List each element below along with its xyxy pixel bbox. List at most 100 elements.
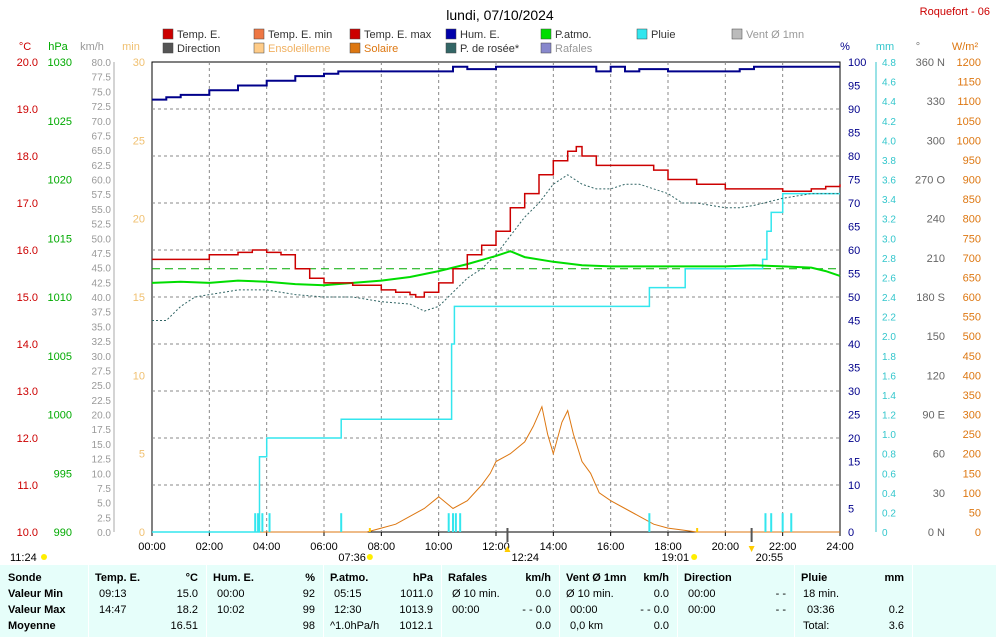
- tick-wind: 77.5: [92, 73, 112, 84]
- tick-solar: 900: [963, 175, 981, 187]
- sunset-time: 19:01: [662, 552, 690, 564]
- legend: Temp. E. Temp. E. min Temp. E. max Hum. E. P…: [162, 28, 804, 55]
- tick-sun-min: 10: [133, 370, 145, 382]
- tick-rain: 3.4: [882, 195, 896, 206]
- press-unit: hPa: [412, 572, 433, 584]
- tick-direction: 210: [927, 253, 945, 265]
- sunrise-time: 07:36: [338, 552, 366, 564]
- tick-pressure: 1030: [48, 57, 72, 69]
- hum-max: 99: [302, 604, 315, 616]
- tick-rain: 1.0: [882, 430, 896, 441]
- wind-max-time: 00:00: [570, 604, 598, 616]
- tick-wind: 30.0: [92, 352, 112, 363]
- hum-min-time: 00:00: [217, 588, 245, 600]
- row-label-max: Valeur Max: [8, 604, 66, 616]
- tick-solar: 650: [963, 272, 981, 284]
- row-label-avg: Moyenne: [8, 620, 56, 632]
- tick-direction: 90 E: [922, 410, 945, 422]
- tick-wind: 10.0: [92, 469, 112, 480]
- tick-humidity: 15: [848, 457, 860, 469]
- plot-area: [151, 65, 841, 533]
- tick-humidity: 10: [848, 480, 860, 492]
- tick-wind: 25.0: [92, 381, 112, 392]
- hum-max-time: 10:02: [217, 604, 245, 616]
- tick-humidity: 60: [848, 245, 860, 257]
- tick-rain: 3.0: [882, 234, 896, 245]
- tick-temp: 17.0: [17, 198, 38, 210]
- dir-max-time: 00:00: [688, 604, 716, 616]
- press-max: 1013.9: [399, 604, 433, 616]
- tick-rain: 0.6: [882, 469, 896, 480]
- solar-noon-time: 12:24: [511, 552, 539, 564]
- tick-pressure: 1000: [48, 410, 72, 422]
- tick-rain: 1.2: [882, 411, 896, 422]
- tick-humidity: 5: [848, 504, 854, 516]
- tick-wind: 0.0: [97, 528, 111, 539]
- wind-min: 0.0: [653, 588, 669, 600]
- legend-swatch: [349, 28, 361, 40]
- rain-max-time: 03:36: [807, 604, 835, 616]
- legend-swatch: [540, 42, 552, 54]
- tick-solar: 100: [963, 488, 981, 500]
- hum-title: Hum. E.: [213, 572, 254, 584]
- tick-solar: 950: [963, 155, 981, 167]
- unit-humidity: %: [840, 41, 850, 53]
- tick-humidity: 40: [848, 339, 860, 351]
- tick-rain: 4.8: [882, 58, 896, 69]
- tick-wind: 45.0: [92, 264, 112, 275]
- tick-time: 08:00: [368, 541, 396, 553]
- legend-swatch: [162, 42, 174, 54]
- sunrise-icon: [366, 554, 373, 560]
- tick-wind: 12.5: [92, 455, 112, 466]
- tick-wind: 32.5: [92, 337, 112, 348]
- gust-unit: km/h: [525, 572, 551, 584]
- wind-distance: 0,0 km: [570, 620, 604, 632]
- tick-wind: 5.0: [97, 499, 111, 510]
- tick-direction: 360 N: [916, 57, 945, 69]
- tick-solar: 600: [963, 292, 981, 304]
- unit-wind: km/h: [80, 41, 104, 53]
- legend-label: Pluie: [651, 29, 675, 41]
- tick-rain: 3.6: [882, 176, 896, 187]
- tick-sun-min: 25: [133, 135, 145, 147]
- tick-rain: 2.8: [882, 254, 896, 265]
- legend-label: Temp. E. min: [268, 29, 332, 41]
- gust-title: Rafales: [448, 572, 488, 584]
- dir-title: Direction: [684, 572, 732, 584]
- unit-direction: °: [916, 41, 920, 53]
- tick-wind: 60.0: [92, 176, 112, 187]
- tick-solar: 350: [963, 390, 981, 402]
- tick-solar: 1150: [957, 77, 981, 89]
- tick-sun-min: 5: [139, 449, 145, 461]
- legend-swatch: [349, 42, 361, 54]
- temp-column: Temp. E. °C 09:13 15.0 14:47 18.2 16.51: [89, 565, 207, 637]
- legend-swatch: [445, 42, 457, 54]
- tick-wind: 52.5: [92, 220, 112, 231]
- rain-duration: 18 min.: [803, 588, 840, 600]
- tick-humidity: 55: [848, 269, 860, 281]
- tick-humidity: 35: [848, 363, 860, 375]
- tick-wind: 22.5: [92, 396, 112, 407]
- temp-max-time: 14:47: [99, 604, 127, 616]
- tick-temp: 11.0: [17, 480, 38, 492]
- tick-time: 20:00: [712, 541, 740, 553]
- press-avg: 1012.1: [399, 620, 433, 632]
- tick-time: 10:00: [425, 541, 453, 553]
- tick-temp: 19.0: [17, 104, 38, 116]
- tick-wind: 40.0: [92, 293, 112, 304]
- tick-time: 14:00: [540, 541, 568, 553]
- tick-wind: 57.5: [92, 190, 112, 201]
- tick-time: 00:00: [138, 541, 166, 553]
- tick-rain: 0.8: [882, 450, 896, 461]
- tick-direction: 30: [933, 488, 945, 500]
- temp-max: 18.2: [176, 604, 198, 616]
- legend-swatch: [253, 42, 265, 54]
- legend-label: P. de rosée*: [460, 43, 520, 55]
- tick-rain: 0: [882, 528, 888, 539]
- hum-unit: %: [305, 572, 315, 584]
- moonrise-time: 11:24: [10, 552, 37, 564]
- rain-title: Pluie: [801, 572, 828, 584]
- tick-wind: 42.5: [92, 278, 112, 289]
- legend-label: Direction: [177, 43, 220, 55]
- chart-title: lundi, 07/10/2024: [446, 7, 554, 23]
